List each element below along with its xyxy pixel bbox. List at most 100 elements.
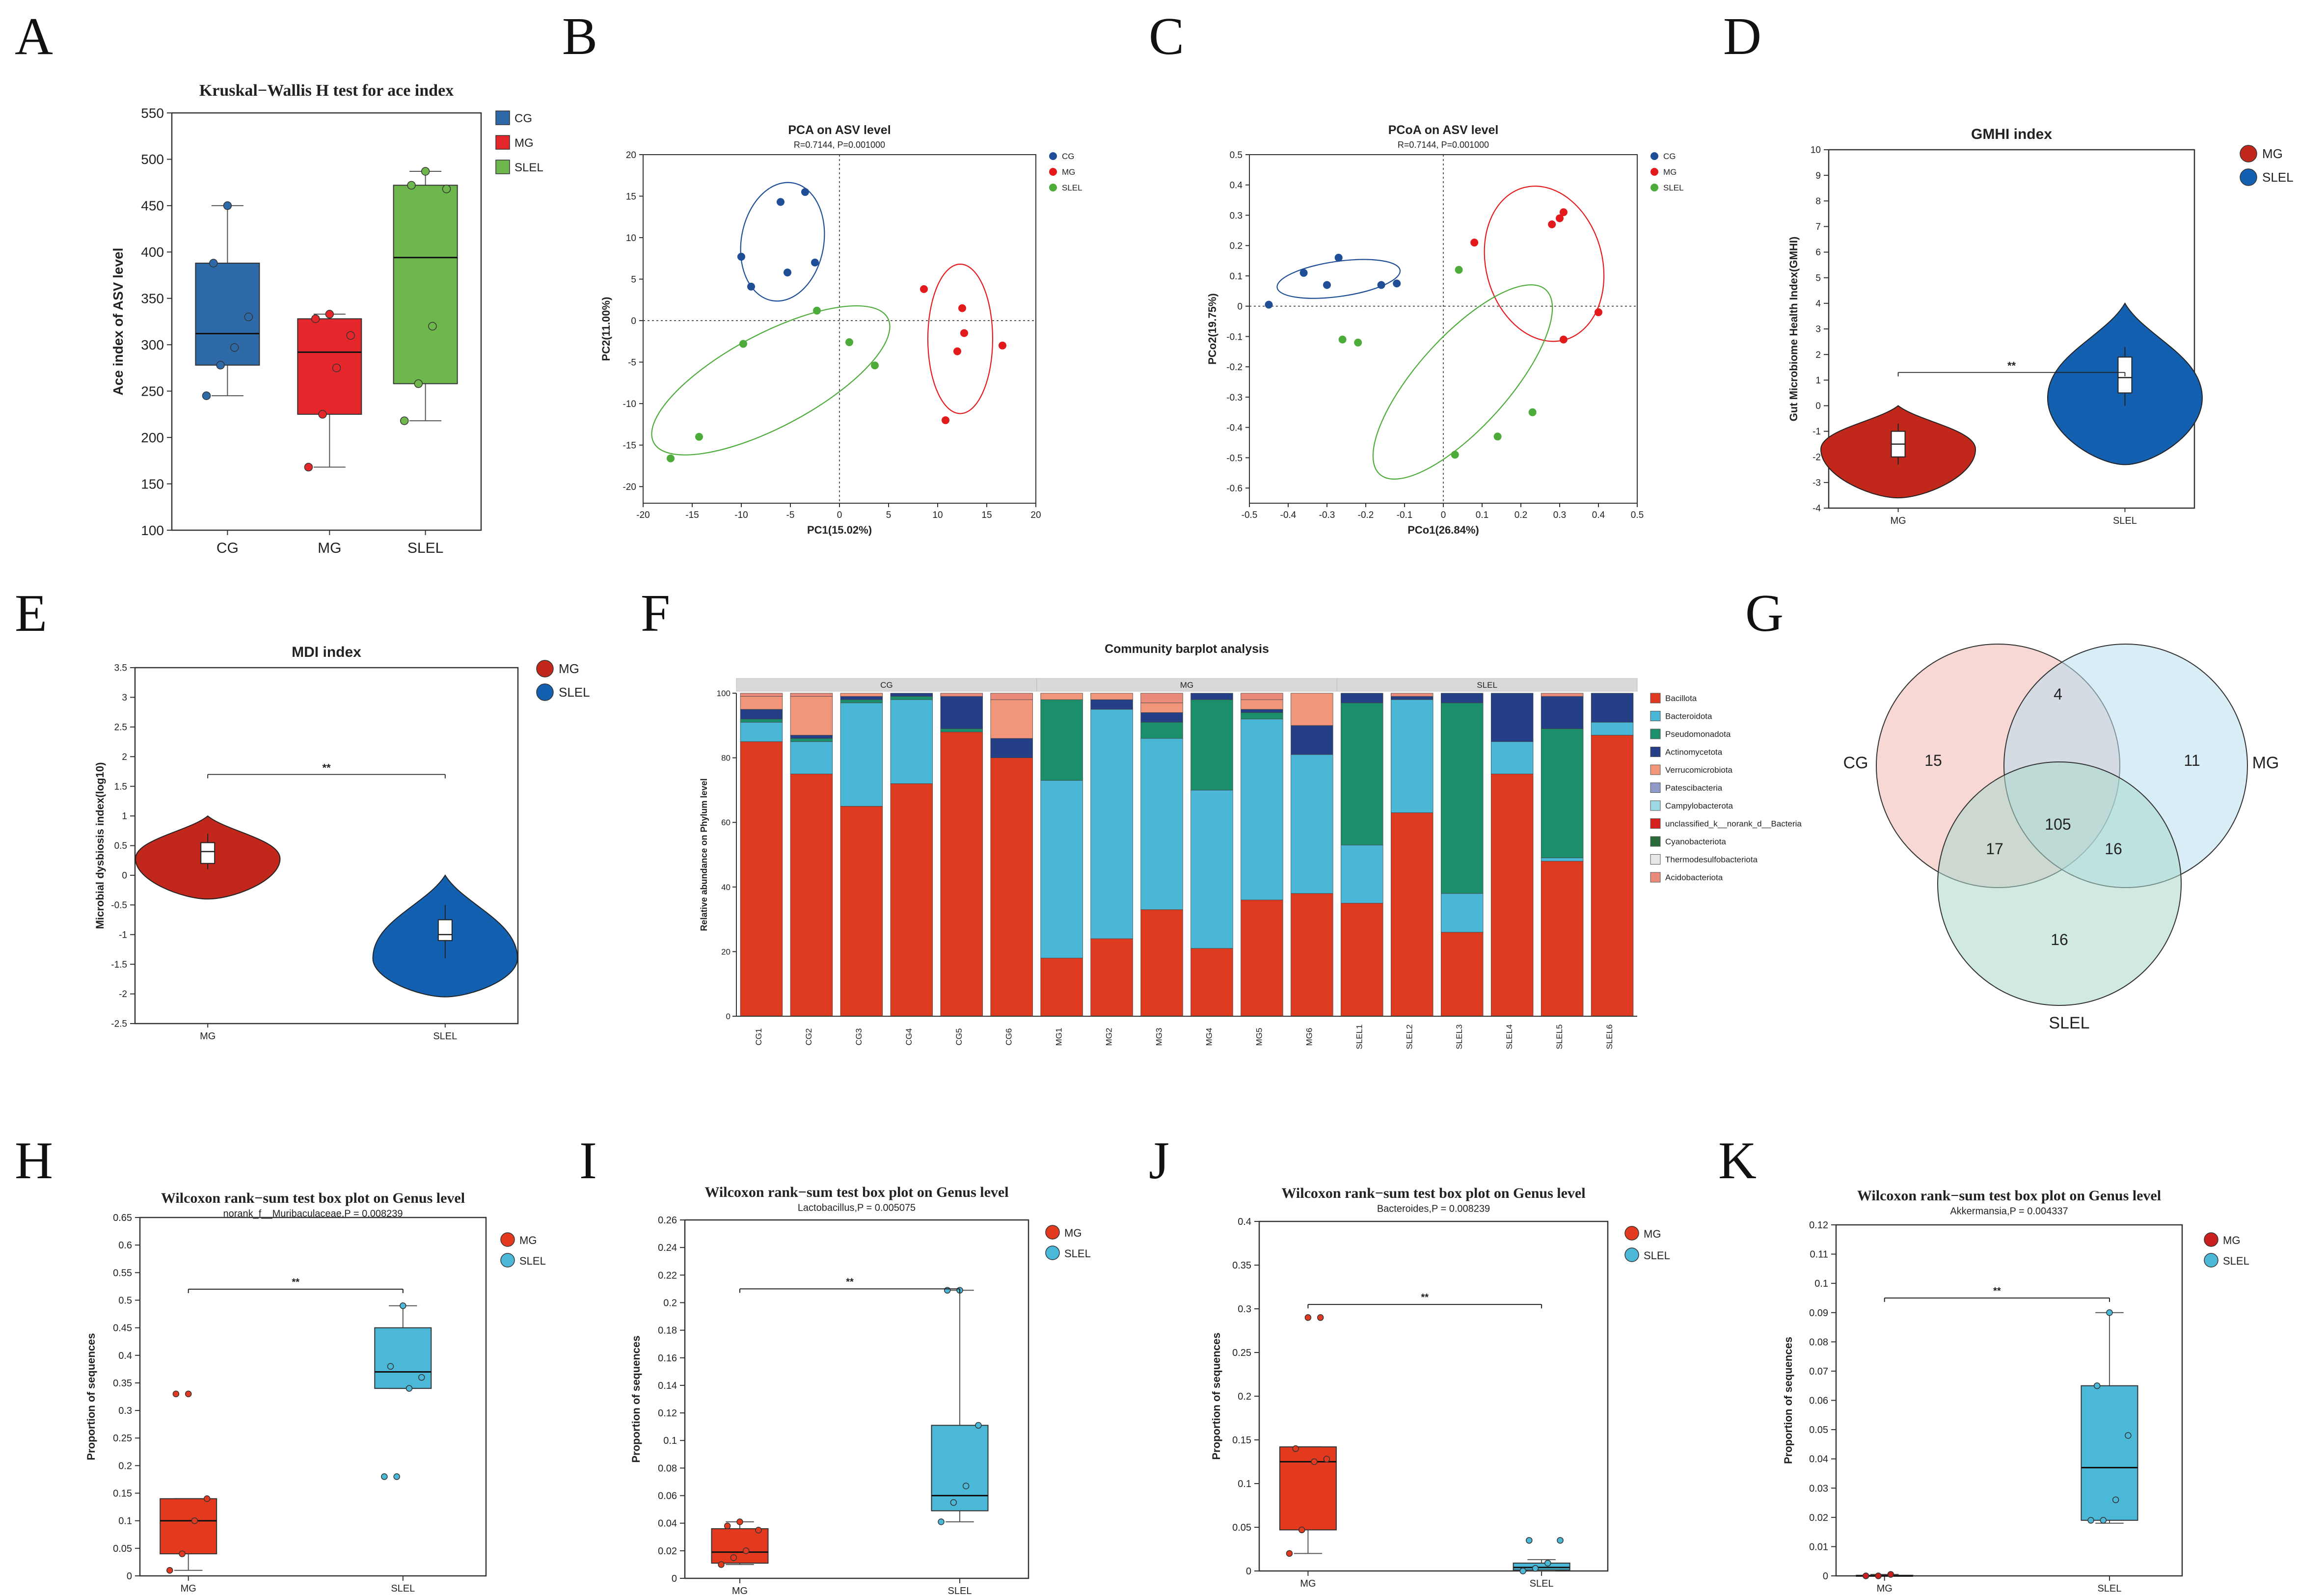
data-point-mg [1548, 220, 1556, 228]
y-tick-label: 0.07 [1809, 1366, 1828, 1377]
bar-segment-bacillota [890, 783, 933, 1017]
bar-segment-acidobacteriota [940, 693, 983, 697]
legend-swatch [495, 160, 510, 174]
y-tick-label: 0 [726, 1012, 730, 1021]
x-tick-label: -0.2 [1358, 510, 1374, 520]
data-point [202, 391, 211, 400]
data-point [203, 1495, 211, 1502]
y-tick-label: 0.2 [663, 1298, 677, 1308]
bar-segment-actinomycetota [1391, 696, 1433, 700]
group-strip-cg [736, 678, 1037, 692]
data-point [407, 181, 416, 190]
confidence-ellipse-slel [1372, 284, 1553, 480]
legend-swatch [1650, 184, 1658, 191]
legend-swatch [1650, 836, 1661, 847]
legend-swatch [1045, 1245, 1060, 1260]
y-tick-label: 0 [127, 1571, 132, 1582]
bar-segment-bacteroidota [1391, 699, 1433, 813]
bar-segment-actinomycetota [1241, 709, 1283, 713]
legend-label: Cyanobacteriota [1665, 837, 1726, 846]
box-mg [160, 1498, 217, 1555]
chart-panel-f: Community barplot analysis Relative abund… [699, 642, 1802, 1050]
bar-segment-bacillota [1341, 903, 1383, 1017]
data-point [944, 1287, 951, 1294]
bar-segment-bacillota [1490, 774, 1534, 1017]
group-strip-label: MG [1180, 680, 1193, 690]
legend-label: MG [1663, 167, 1677, 177]
bar-segment-bacteroidota [1040, 780, 1083, 958]
y-tick-label: 15 [626, 192, 636, 202]
x-tick-label: MG4 [1204, 1028, 1214, 1046]
bar-segment-bacillota [1591, 735, 1634, 1017]
box-mg [711, 1528, 769, 1564]
y-axis-label: Relative abundance on Phylum level [699, 778, 709, 931]
bar-segment-actinomycetota [790, 735, 833, 739]
y-tick-label: 100 [717, 689, 730, 698]
x-tick-label: -0.5 [1242, 510, 1258, 520]
legend-swatch [1650, 168, 1658, 176]
x-axis-label: PC1(15.02%) [807, 524, 872, 536]
legend-swatch [1049, 184, 1057, 191]
x-tick-label: CG6 [1004, 1028, 1014, 1046]
data-point [318, 410, 327, 419]
y-tick-label: 0.45 [113, 1323, 132, 1334]
legend-label: SLEL [559, 685, 590, 700]
legend-label: SLEL [2223, 1255, 2249, 1267]
x-tick-label: 20 [1030, 510, 1041, 520]
inner-box [2117, 356, 2133, 394]
legend-label: Thermodesulfobacteriota [1665, 855, 1758, 865]
y-tick-label: 0.1 [1230, 271, 1243, 282]
data-point-cg [1377, 281, 1385, 289]
legend-label: Verrucomicrobiota [1665, 765, 1733, 775]
data-point [736, 1518, 743, 1525]
bar-segment-pseudomonadota [1541, 728, 1584, 858]
venn-set-label: SLEL [2049, 1014, 2089, 1032]
data-point [418, 1374, 425, 1381]
bar-segment-bacteroidota [1541, 858, 1584, 862]
group-strip-slel [1336, 678, 1638, 692]
data-point [244, 312, 253, 322]
venn-set-label: MG [2252, 754, 2279, 772]
chart-subtitle: R=0.7144, P=0.001000 [1398, 140, 1489, 150]
confidence-ellipse-cg [1276, 259, 1401, 299]
y-axis-label: Proportion of sequences [1782, 1337, 1794, 1464]
y-tick-label: 0.05 [1232, 1522, 1251, 1533]
significance-label: ** [1993, 1286, 2001, 1297]
y-tick-label: 0.1 [663, 1435, 677, 1446]
bar-segment-actinomycetota [990, 738, 1033, 758]
significance-label: ** [322, 762, 331, 774]
legend-swatch [1049, 152, 1057, 160]
chart-panel-b: -20 -15 -10 -5 0 5 10 15 20 -20 -15 -10 -5 0 5 10 15 20 PC… [600, 123, 1082, 536]
data-point [1519, 1568, 1526, 1574]
x-tick-label: 0.5 [1631, 510, 1644, 520]
y-tick-label: 0.2 [1230, 241, 1243, 251]
chart-title: Wilcoxon rank−sum test box plot on Genus… [1857, 1188, 2161, 1204]
x-tick-label: MG [181, 1583, 196, 1594]
venn-region-slel-only: 16 [2051, 931, 2068, 948]
bar-segment-acidobacteriota [1391, 693, 1433, 697]
data-point [950, 1499, 957, 1506]
data-point [421, 167, 430, 176]
x-tick-label: SLEL5 [1555, 1024, 1564, 1049]
x-tick-label: MG3 [1155, 1028, 1164, 1046]
x-tick-label: -20 [636, 510, 649, 520]
y-tick-label: 0.6 [118, 1240, 132, 1251]
bar-segment-verrucomicrobiota [1140, 703, 1183, 713]
significance-label: ** [292, 1277, 299, 1288]
x-tick-label: 0.2 [1515, 510, 1527, 520]
y-tick-label: -0.2 [1226, 362, 1243, 373]
legend-swatch [536, 660, 554, 677]
y-tick-label: 0.24 [658, 1243, 677, 1253]
x-tick-label: MG [1877, 1583, 1893, 1594]
data-point [387, 1363, 394, 1370]
legend-label: Bacteroidota [1665, 712, 1712, 721]
data-point [311, 314, 320, 324]
bar-segment-bacteroidota [1591, 722, 1634, 735]
y-tick-label: 60 [721, 818, 730, 827]
y-tick-label: 2 [1815, 350, 1821, 360]
legend-swatch [500, 1253, 515, 1268]
group-strip-label: CG [880, 680, 893, 690]
x-tick-label: SLEL2 [1405, 1024, 1414, 1049]
chart-title: Wilcoxon rank−sum test box plot on Genus… [1281, 1185, 1585, 1201]
